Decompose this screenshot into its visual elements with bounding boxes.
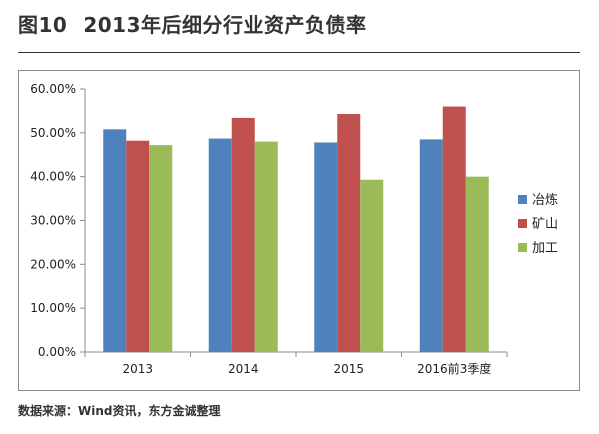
bar-冶炼-2016前3季度 xyxy=(419,139,443,352)
source-note: 数据来源：Wind资讯，东方金诚整理 xyxy=(18,404,221,418)
y-tick-label: 60.00% xyxy=(30,82,76,96)
y-tick-label: 50.00% xyxy=(30,126,76,140)
bar-矿山-2016前3季度 xyxy=(442,106,466,353)
legend-swatch-加工 xyxy=(518,243,527,252)
figure-title: 2013年后细分行业资产负债率 xyxy=(83,13,367,37)
bar-加工-2016前3季度 xyxy=(465,176,489,352)
y-tick-label: 30.00% xyxy=(30,214,76,228)
legend-label: 冶炼 xyxy=(532,193,558,208)
y-tick-label: 10.00% xyxy=(30,301,76,315)
bar-chart: 0.00% 10.00% 20.00% 30.00% 40.00% 50.00% 60.00… xyxy=(30,82,558,376)
y-tick-label: 0.00% xyxy=(38,345,76,359)
bar-矿山-2014 xyxy=(231,117,255,353)
y-tick-label: 20.00% xyxy=(30,257,76,271)
legend-label: 矿山 xyxy=(532,217,558,232)
x-tick-label: 2015 xyxy=(333,362,364,376)
figure-number: 图10 xyxy=(18,13,68,37)
chart-frame: 0.00% 10.00% 20.00% 30.00% 40.00% 50.00% 60.00… xyxy=(18,70,580,391)
legend-swatch-冶炼 xyxy=(518,195,527,204)
title-divider xyxy=(18,52,580,53)
x-tick-label: 2014 xyxy=(228,362,259,376)
bar-冶炼-2014 xyxy=(208,138,232,352)
bar-加工-2015 xyxy=(360,179,384,352)
x-tick-label: 2013 xyxy=(122,362,153,376)
x-tick-label: 2016前3季度 xyxy=(417,361,491,376)
y-tick-label: 40.00% xyxy=(30,170,76,184)
bar-矿山-2013 xyxy=(126,140,150,352)
page-title: 图10 2013年后细分行业资产负债率 xyxy=(18,9,367,38)
bar-加工-2013 xyxy=(149,145,173,352)
legend-swatch-矿山 xyxy=(518,219,527,228)
bar-加工-2014 xyxy=(254,141,278,352)
bar-冶炼-2015 xyxy=(314,142,338,352)
bar-冶炼-2013 xyxy=(103,129,127,352)
plot-area: 0.00% 10.00% 20.00% 30.00% 40.00% 50.00% 60.00… xyxy=(30,82,508,376)
legend-label: 加工 xyxy=(532,241,558,256)
bar-矿山-2015 xyxy=(337,113,361,352)
